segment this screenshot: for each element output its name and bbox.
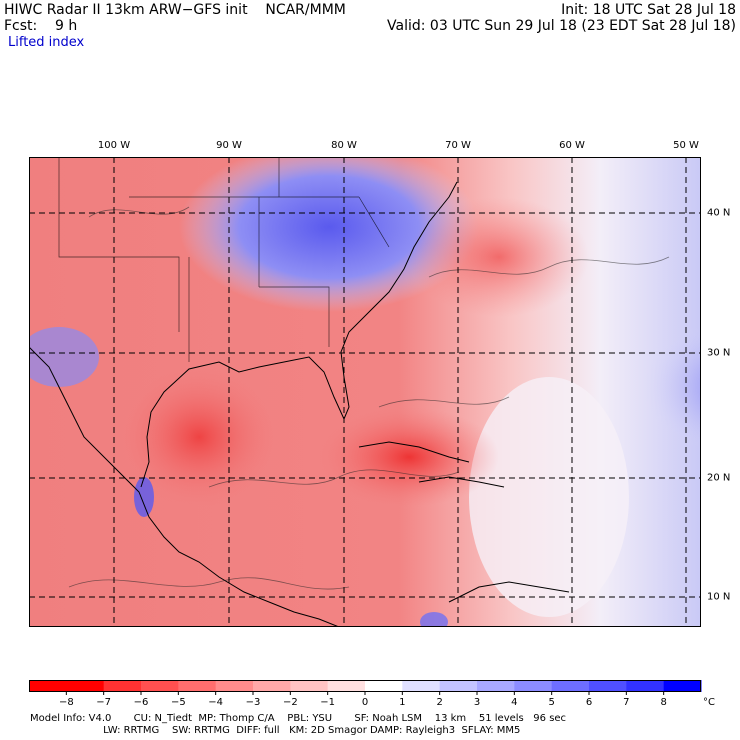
lat-label-30n: 30 N [707,347,731,359]
legend-swatch [514,680,553,692]
legend-swatch [178,680,217,692]
legend-swatch [439,680,478,692]
legend-tick-label: −7 [96,697,111,708]
legend-tick-label: −4 [208,697,223,708]
legend-tick-label: 2 [436,697,442,708]
legend-swatch [365,680,403,692]
lat-label-10n: 10 N [707,591,731,603]
graticule [29,157,701,627]
legend-tick-label: 7 [623,697,629,708]
legend-swatch [141,680,179,692]
legend-swatch [253,680,291,692]
lon-label-80w: 80 W [331,140,357,151]
legend-swatch [290,680,329,692]
state-borders [58,157,390,362]
lifted-index-map [29,157,701,627]
legend-tick-label: −8 [59,697,74,708]
legend-tick-label: 8 [660,697,666,708]
legend-swatch [477,680,515,692]
lon-label-90w: 90 W [216,140,242,151]
legend-tick-label: −5 [171,697,186,708]
stable-spot-venezuela [420,612,448,627]
unstable-region-caribbean [319,407,499,507]
legend-tick-label: −1 [320,697,335,708]
model-info-line2: LW: RRTMG SW: RRTMG DIFF: full KM: 2D Sm… [30,725,521,736]
stable-region-atlantic [589,327,701,447]
field-name: Lifted index [8,35,85,50]
legend-tick-label: 3 [474,697,480,708]
lon-label-60w: 60 W [559,140,585,151]
unstable-region-offshore [409,197,589,317]
stable-region-northeast [179,157,479,312]
map-frame [29,157,701,627]
legend-swatch [626,680,665,692]
legend-swatch [327,680,366,692]
coastlines [29,181,570,627]
valid-time: Valid: 03 UTC Sun 29 Jul 18 (23 EDT Sat … [387,18,736,34]
legend-swatch [215,680,254,692]
lat-label-20n: 20 N [707,472,731,484]
legend-tick-label: 5 [548,697,554,708]
color-legend: −8 −7 −6 −5 −4 −3 −2 −1 0 1 2 3 4 5 6 7 8 °C [29,680,715,708]
legend-swatch [589,680,627,692]
legend-tick-label: −3 [246,697,261,708]
lon-label-100w: 100 W [97,140,131,151]
legend-unit: °C [703,697,715,708]
legend-tick-label: −2 [283,697,298,708]
legend-swatch [663,680,702,692]
legend-tick-label: −6 [134,697,149,708]
lon-label-70w: 70 W [445,140,471,151]
legend-tick-label: 0 [362,697,368,708]
legend-frame [29,680,701,692]
forecast-hour: Fcst: 9 h [4,18,78,34]
unstable-region-gulf [119,367,279,507]
model-info-line1: Model Info: V4.0 CU: N_Tiedt MP: Thomp C… [30,713,567,724]
legend-swatch [103,680,142,692]
li-contours [68,206,670,590]
lon-label-50w: 50 W [673,140,699,151]
init-time: Init: 18 UTC Sat 28 Jul 18 [561,2,736,18]
legend-tick-label: 1 [399,697,405,708]
legend-tick-label: 4 [511,697,517,708]
legend-swatch [66,680,105,692]
legend-swatch [29,680,67,692]
stable-region-west [29,327,99,387]
stable-spot-mexico [134,477,154,517]
lat-label-40n: 40 N [707,207,731,219]
neutral-region-atlantic [469,377,629,617]
legend-tick-label: 6 [586,697,592,708]
model-title: HIWC Radar II 13km ARW−GFS init NCAR/MMM [4,2,346,18]
legend-swatch [551,680,590,692]
legend-swatch [402,680,441,692]
